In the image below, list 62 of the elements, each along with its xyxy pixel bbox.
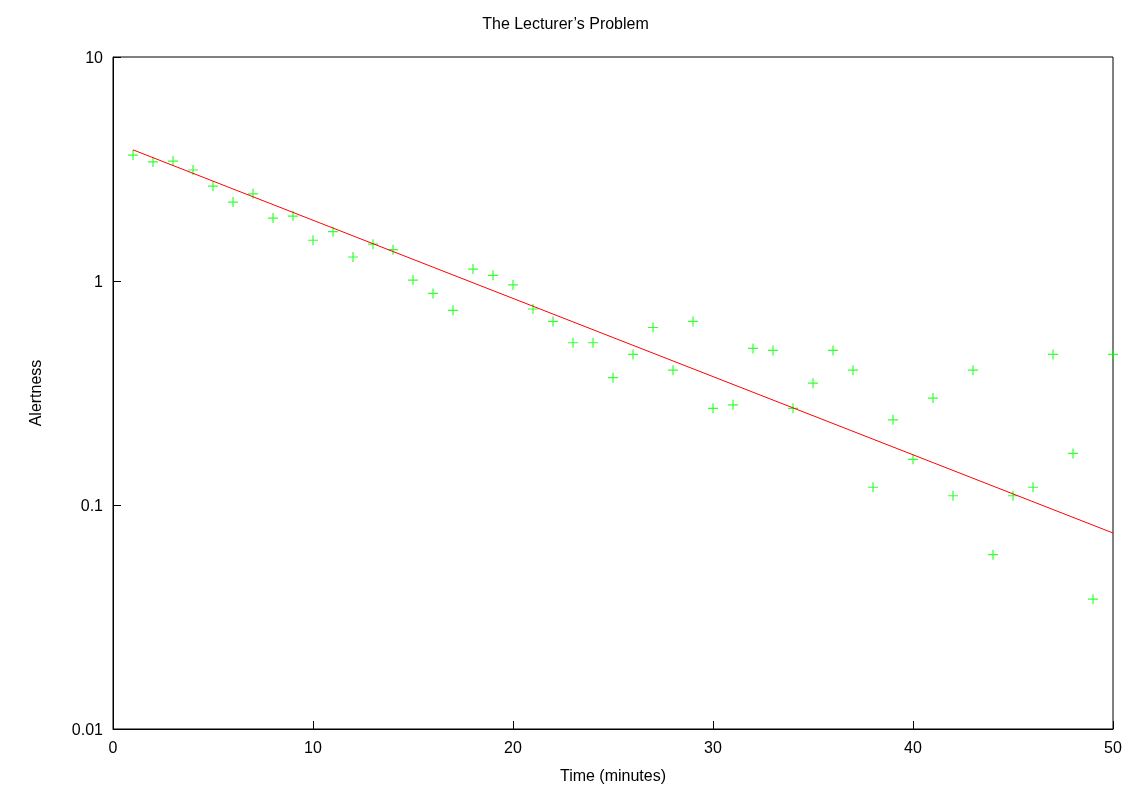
point	[907, 453, 919, 465]
point	[787, 402, 799, 414]
point	[627, 348, 639, 361]
point	[447, 304, 459, 316]
point	[767, 344, 779, 356]
point	[587, 337, 599, 349]
point	[847, 364, 859, 376]
point	[687, 315, 699, 328]
point	[707, 402, 719, 414]
y-tick-label: 10	[85, 48, 104, 66]
point	[507, 279, 519, 291]
point	[487, 269, 499, 281]
point	[147, 156, 159, 168]
x-axis-title: Time (minutes)	[559, 766, 667, 784]
point	[187, 164, 199, 176]
x-tick-label: 30	[704, 738, 722, 756]
point	[807, 377, 819, 389]
point	[647, 321, 659, 334]
point	[347, 251, 359, 263]
point	[167, 155, 179, 167]
y-axis-title: Alertness	[26, 359, 44, 427]
point	[1087, 593, 1099, 605]
x-tick-label: 20	[504, 738, 522, 756]
point	[547, 315, 559, 328]
x-tick-label: 10	[304, 738, 322, 756]
point	[407, 274, 419, 286]
point	[987, 549, 999, 561]
point	[427, 287, 439, 300]
point	[247, 188, 259, 200]
point	[867, 481, 879, 493]
point	[127, 149, 139, 161]
point	[1067, 447, 1079, 459]
y-tick-label: 0.01	[71, 720, 104, 738]
point	[1107, 348, 1119, 361]
point	[387, 244, 399, 256]
point	[827, 344, 839, 356]
point	[727, 399, 739, 411]
point	[967, 364, 979, 376]
point	[327, 226, 339, 238]
y-tick-label: 0.1	[80, 496, 104, 514]
point	[607, 372, 619, 384]
point	[287, 210, 299, 222]
point	[227, 196, 239, 208]
x-tick-label: 0	[108, 738, 118, 756]
point	[467, 263, 479, 275]
point	[927, 392, 939, 404]
chart-title: The Lecturer’s Problem	[482, 14, 649, 32]
point	[947, 490, 959, 502]
point	[667, 364, 679, 376]
point	[1027, 481, 1039, 493]
x-tick-label: 50	[1104, 738, 1122, 756]
point	[747, 342, 759, 355]
y-tick-label: 1	[94, 272, 104, 290]
point	[367, 238, 379, 250]
x-tick-label: 40	[904, 738, 922, 756]
point	[887, 414, 899, 426]
point	[567, 337, 579, 349]
point	[267, 212, 279, 224]
point	[527, 303, 539, 315]
point	[307, 234, 319, 246]
point	[1047, 348, 1059, 361]
point	[207, 180, 219, 192]
